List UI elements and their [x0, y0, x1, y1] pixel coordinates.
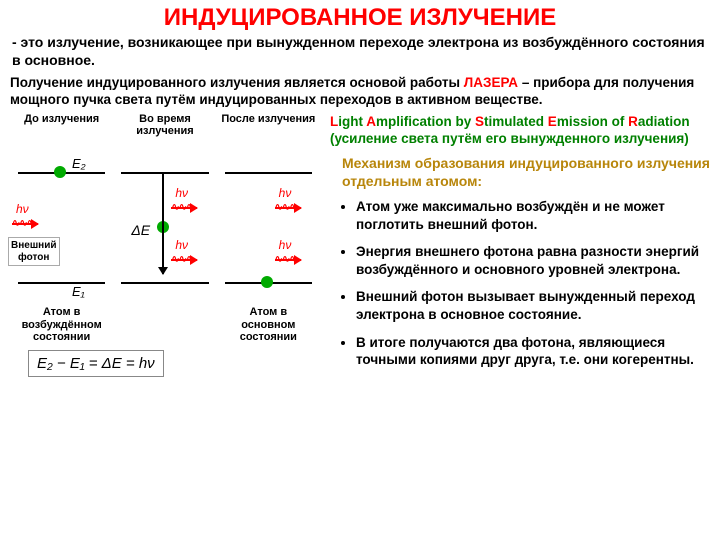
hv-3a: hν — [279, 186, 292, 200]
electron-1 — [54, 166, 66, 178]
intro-l-space — [546, 92, 629, 107]
bullet-list: Атом уже максимально возбуждён и не може… — [330, 198, 710, 368]
acr-3: timulated — [484, 114, 548, 129]
ext-photon-line1: Внешний — [11, 240, 57, 251]
label-e1: E₁ — [72, 284, 85, 299]
acr-1: ight — [338, 114, 366, 129]
bullet-3: Внешний фотон вызывает вынужденный перех… — [356, 288, 710, 323]
diagram-headers: До излучения Во время излучения После из… — [10, 113, 320, 138]
caption-1: Атом в возбуждённом состоянии — [10, 306, 113, 344]
hv-3b: hν — [279, 238, 292, 252]
caption-3: Атом в основном состоянии — [217, 306, 320, 344]
mechanism-heading: Механизм образования индуцированного изл… — [342, 154, 710, 190]
diagram-col-3: hν ∿∿∿ hν ∿∿∿ — [217, 142, 320, 302]
col-header-2: Во время излучения — [113, 113, 216, 138]
delta-e-label: ΔE — [131, 222, 150, 238]
acr-L: L — [330, 114, 338, 129]
acronym-text: Light Amplification by Stimulated Emissi… — [330, 113, 710, 148]
col-header-3: После излучения — [217, 113, 320, 138]
level-e2-2 — [121, 172, 208, 174]
hv-2b: hν — [175, 238, 188, 252]
bullet-4: В итоге получаются два фотона, являющиес… — [356, 334, 710, 369]
cap1a: Атом в — [43, 306, 81, 318]
ext-photon-line2: фотон — [18, 252, 49, 263]
subtitle: - это излучение, возникающее при вынужде… — [0, 34, 720, 75]
photon-arrow-3b — [275, 259, 301, 261]
acr-4: mission of — [557, 114, 628, 129]
electron-3 — [261, 276, 273, 288]
cap1b: возбуждённом — [22, 319, 102, 331]
intro-laser: ЛАЗЕРА — [464, 75, 518, 90]
page-title: ИНДУЦИРОВАННОЕ ИЗЛУЧЕНИЕ — [0, 0, 720, 34]
caption-2 — [113, 306, 216, 344]
photon-arrow-2a — [171, 207, 197, 209]
cap3b: основном — [241, 319, 295, 331]
photon-arrow-3a — [275, 207, 301, 209]
label-e2: E₂ — [72, 156, 86, 171]
acr-R: R — [628, 114, 638, 129]
diagram-col-2: ΔE hν ∿∿∿ hν ∿∿∿ — [113, 142, 216, 302]
acr-A: A — [366, 114, 376, 129]
col-header-1: До излучения — [10, 113, 113, 138]
external-photon-label: Внешний фотон — [8, 237, 60, 266]
level-e1 — [18, 282, 105, 284]
cap1c: состоянии — [33, 331, 90, 343]
level-e1-2 — [121, 282, 208, 284]
hv-1: hν — [16, 202, 29, 216]
equation-box: E₂ − E₁ = ΔE = hν — [28, 350, 164, 377]
photon-arrow-1 — [12, 223, 38, 225]
diagram-row: E₂ E₁ hν ∿∿∿ Внешний фотон ΔE hν ∿∿∿ — [10, 142, 320, 302]
diagram-col-1: E₂ E₁ hν ∿∿∿ Внешний фотон — [10, 142, 113, 302]
hv-2a: hν — [175, 186, 188, 200]
bullet-1: Атом уже максимально возбуждён и не може… — [356, 198, 710, 233]
main-area: До излучения Во время излучения После из… — [0, 113, 720, 379]
photon-arrow-2b — [171, 259, 197, 261]
transition-arrow — [162, 174, 164, 274]
acr-S: S — [475, 114, 484, 129]
level-e2-3 — [225, 172, 312, 174]
cap3a: Атом в — [250, 306, 288, 318]
acr-2: mplification by — [376, 114, 475, 129]
intro-part1: Получение индуцированного излучения явля… — [10, 75, 464, 90]
captions-row: Атом в возбуждённом состоянии Атом в осн… — [10, 302, 320, 344]
right-column: Light Amplification by Stimulated Emissi… — [320, 113, 710, 379]
bullet-2: Энергия внешнего фотона равна разности э… — [356, 243, 710, 278]
acr-E: E — [548, 114, 557, 129]
cap3c: состоянии — [240, 331, 297, 343]
left-column: До излучения Во время излучения После из… — [10, 113, 320, 379]
intro-text: Получение индуцированного излучения явля… — [0, 75, 720, 113]
